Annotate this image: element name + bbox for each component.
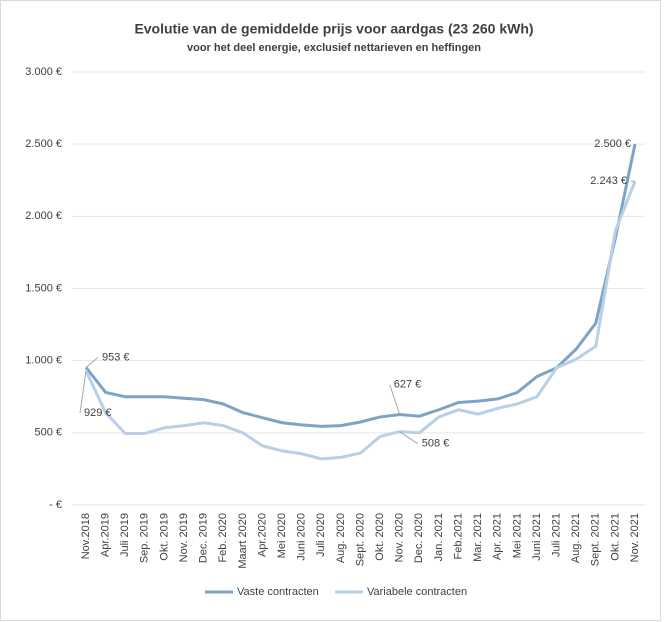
x-tick-label: Juli 2019 [119, 513, 131, 557]
x-tick-label: Jan. 2021 [433, 513, 445, 561]
x-tick-label: Mei 2021 [511, 513, 523, 558]
x-tick-label: Nov. 2021 [629, 513, 641, 562]
y-tick-label: 1.000 € [25, 355, 62, 367]
x-tick-label: Aug. 2020 [335, 513, 347, 563]
x-tick-label: Sept. 2021 [590, 513, 602, 566]
x-tick-label: Apr. 2021 [492, 513, 504, 560]
leader-line [389, 384, 401, 415]
x-tick-label: Sep. 2019 [139, 513, 151, 563]
y-tick-label: - € [49, 499, 62, 511]
leader-line [85, 357, 99, 368]
x-tick-label: Juli 2021 [550, 513, 562, 557]
x-tick-label: Sept. 2020 [354, 513, 366, 566]
series-line [84, 180, 637, 461]
x-tick-label: Juni 2020 [296, 513, 308, 561]
chart-title: Evolutie van de gemiddelde prijs voor aa… [134, 21, 533, 37]
x-tick-label: Dec. 2020 [413, 513, 425, 563]
legend-label: Variabele contracten [367, 586, 467, 598]
x-tick-label: Apr.2019 [100, 513, 112, 557]
y-tick-label: 500 € [34, 427, 62, 439]
data-label: 627 € [394, 378, 422, 390]
y-tick-label: 3.000 € [25, 66, 62, 78]
x-tick-label: Aug. 2021 [570, 513, 582, 563]
leader-line [79, 370, 87, 413]
x-tick-label: Okt. 2019 [158, 513, 170, 561]
x-tick-label: Juli 2020 [315, 513, 327, 557]
x-tick-label: Nov.2018 [80, 513, 92, 559]
x-tick-label: Nov. 2019 [178, 513, 190, 562]
series-line [84, 143, 637, 428]
x-tick-label: Mei 2020 [276, 513, 288, 558]
y-tick-label: 2.000 € [25, 210, 62, 222]
data-label: 2.243 € [590, 175, 627, 187]
x-tick-label: Dec. 2019 [198, 513, 210, 563]
x-tick-label: Feb.2021 [452, 513, 464, 559]
x-tick-label: Juni 2021 [531, 513, 543, 561]
x-tick-label: Maart 2020 [237, 513, 249, 569]
x-tick-label: Okt. 2020 [374, 513, 386, 561]
x-tick-label: Nov. 2020 [394, 513, 406, 562]
x-tick-label: Mar. 2021 [472, 513, 484, 562]
data-label: 929 € [84, 407, 112, 419]
x-tick-label: Feb. 2020 [217, 513, 229, 563]
leader-line [399, 431, 418, 445]
data-label: 953 € [102, 351, 130, 363]
y-tick-label: 1.500 € [25, 282, 62, 294]
data-label: 2.500 € [594, 138, 631, 150]
x-tick-label: Okt. 2021 [609, 513, 621, 561]
x-tick-label: Apr.2020 [256, 513, 268, 557]
y-tick-label: 2.500 € [25, 138, 62, 150]
legend-label: Vaste contracten [237, 586, 319, 598]
data-label: 508 € [422, 438, 450, 450]
chart-subtitle: voor het deel energie, exclusief nettari… [187, 42, 481, 54]
